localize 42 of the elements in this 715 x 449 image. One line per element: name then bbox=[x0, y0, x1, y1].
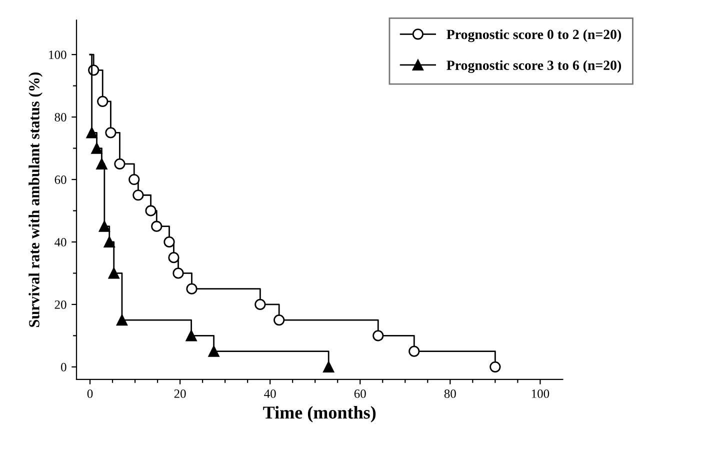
point bbox=[132, 190, 144, 201]
point bbox=[98, 220, 110, 232]
point bbox=[104, 236, 115, 248]
point bbox=[323, 361, 334, 372]
x-tick-label: 80 bbox=[444, 389, 456, 398]
y-tick-label: 100 bbox=[49, 50, 66, 60]
y-tick-label: 80 bbox=[54, 113, 66, 122]
point bbox=[108, 268, 120, 279]
point bbox=[186, 330, 197, 342]
point bbox=[105, 127, 116, 138]
point bbox=[208, 346, 220, 357]
point bbox=[186, 283, 198, 294]
y-tick-label: 40 bbox=[54, 238, 66, 246]
point bbox=[86, 127, 98, 138]
point bbox=[164, 236, 175, 248]
point bbox=[168, 252, 180, 264]
point bbox=[145, 205, 156, 216]
point bbox=[274, 314, 285, 326]
x-tick-label: 40 bbox=[264, 389, 276, 398]
point bbox=[114, 158, 126, 170]
x-axis-title: Time (months) bbox=[263, 406, 376, 422]
point bbox=[172, 268, 184, 279]
x-tick-label: 100 bbox=[532, 389, 550, 398]
legend-label: Prognostic score 3 to 6 (n=20) bbox=[446, 60, 622, 73]
y-axis-title: Survival rate with ambulant status (%) bbox=[28, 72, 42, 327]
point bbox=[372, 330, 384, 342]
y-tick-label: 60 bbox=[54, 176, 66, 184]
point bbox=[91, 142, 102, 154]
x-tick-label: 0 bbox=[87, 389, 93, 398]
point bbox=[151, 220, 162, 232]
point bbox=[128, 174, 140, 186]
x-tick-label: 20 bbox=[174, 389, 186, 398]
point bbox=[254, 298, 266, 310]
x-tick-label: 60 bbox=[354, 389, 366, 398]
point bbox=[97, 96, 108, 107]
point bbox=[408, 346, 420, 357]
point bbox=[490, 361, 501, 372]
y-tick-label: 0 bbox=[61, 362, 66, 372]
point bbox=[96, 158, 108, 170]
legend-label: Prognostic score 0 to 2 (n=20) bbox=[446, 29, 622, 42]
point bbox=[116, 314, 128, 326]
y-tick-label: 20 bbox=[54, 300, 66, 309]
